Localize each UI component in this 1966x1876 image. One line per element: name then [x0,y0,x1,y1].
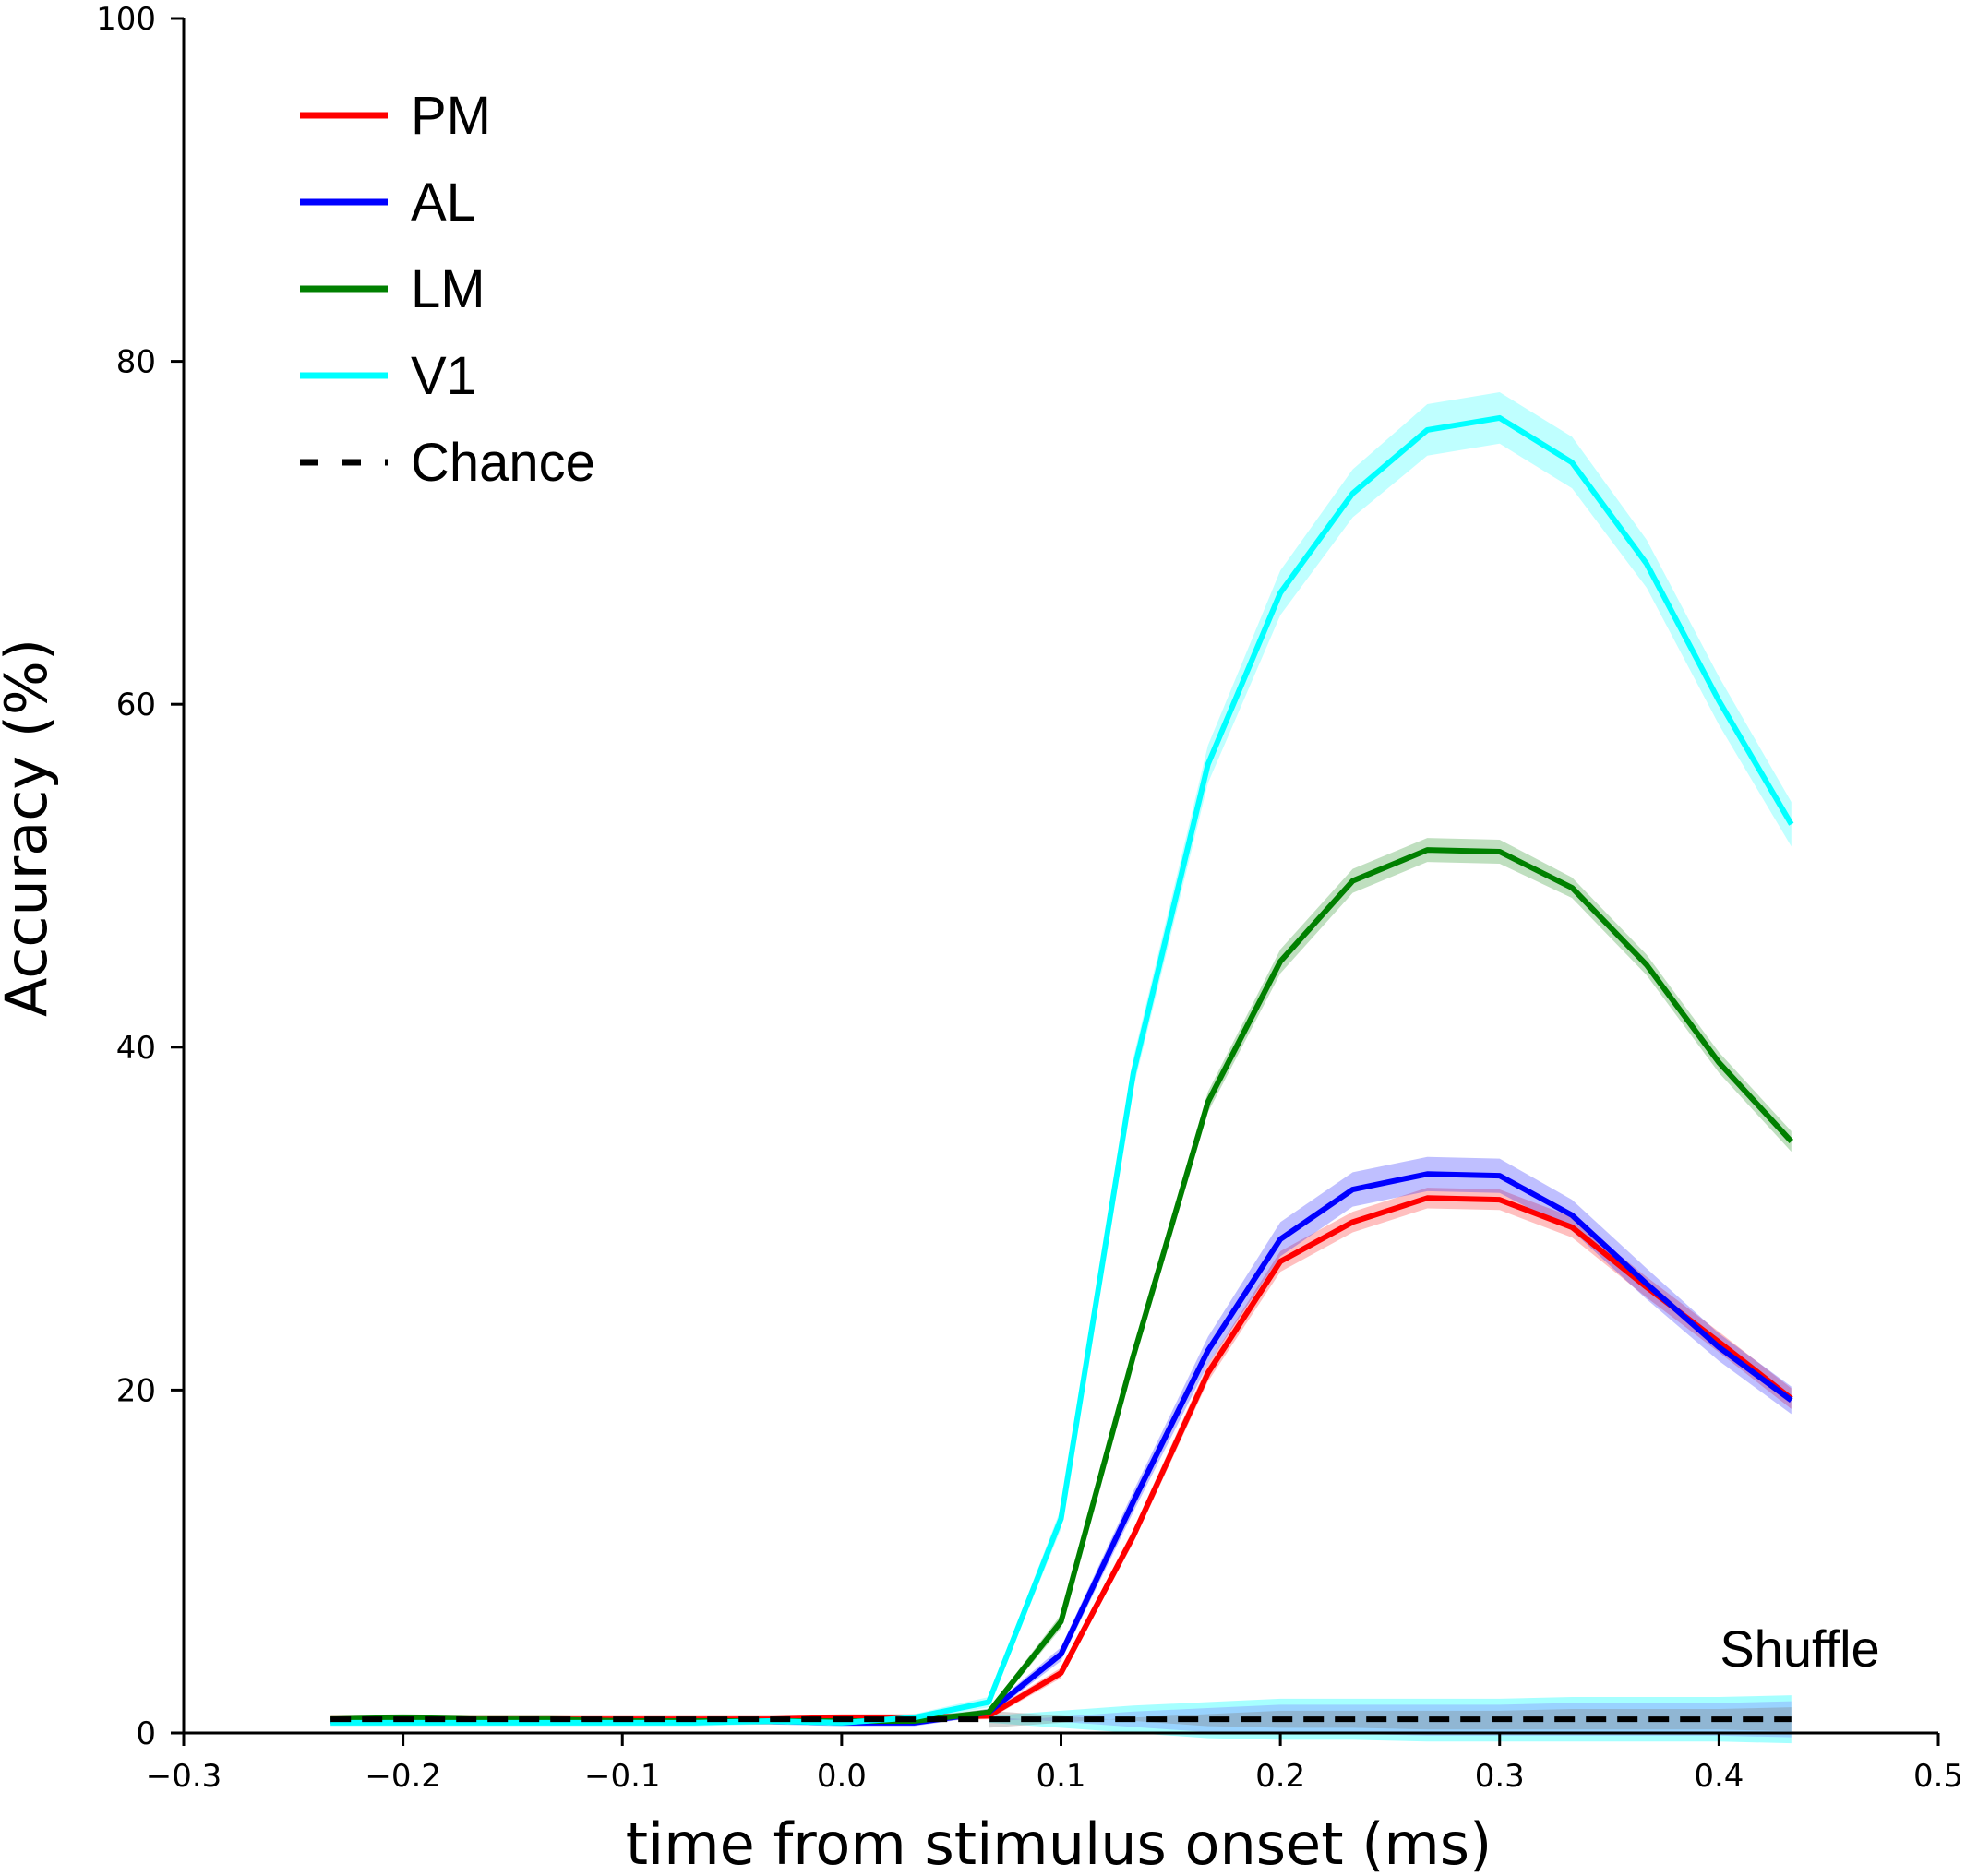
line-lm [330,847,1794,1724]
x-tick-label: 0.3 [1475,1758,1525,1795]
x-tick-label: 0.5 [1913,1758,1963,1795]
line-pm [330,1195,1793,1723]
y-tick-label: 0 [136,1715,156,1752]
x-tick-label: −0.2 [365,1758,441,1795]
y-tick-label: 100 [96,1,156,38]
y-tick-label: 60 [116,687,156,723]
x-tick-label: 0.1 [1036,1758,1085,1795]
legend-label-v1: V1 [411,346,476,406]
band-lm [330,838,1792,1725]
x-axis-label: time from stimulus onset (ms) [626,1810,1492,1876]
error-bands [330,392,1792,1744]
band-al [330,1156,1792,1727]
axes [171,17,1940,1746]
series-lines [330,414,1794,1726]
y-tick-label: 80 [116,344,156,381]
x-tick-label: −0.3 [146,1758,222,1795]
tick-labels: −0.3 −0.2 −0.1 0.0 0.1 0.2 0.3 0.4 0.5 0 20 40 60 80 1… [96,1,1963,1795]
legend-label-al: AL [411,173,476,233]
line-al [330,1171,1793,1726]
x-tick-label: 0.2 [1255,1758,1305,1795]
shuffle-band-1 [989,1701,1792,1738]
x-tick-label: 0.4 [1694,1758,1744,1795]
legend-label-pm: PM [411,86,491,146]
band-pm [330,1188,1792,1723]
y-tick-label: 20 [116,1372,156,1409]
shuffle-band-2 [989,1707,1792,1732]
legend-label-lm: LM [411,259,486,319]
y-axis-label: Accuracy (%) [0,639,60,1017]
line-v1 [330,414,1794,1726]
y-tick-label: 40 [116,1030,156,1067]
shuffle-annotation: Shuffle [1720,1619,1879,1678]
shuffle-band-0 [989,1695,1792,1744]
x-tick-label: −0.1 [584,1758,661,1795]
legend: PM AL LM V1 Chance [300,86,595,493]
legend-label-chance: Chance [411,433,595,493]
x-tick-label: 0.0 [817,1758,867,1795]
